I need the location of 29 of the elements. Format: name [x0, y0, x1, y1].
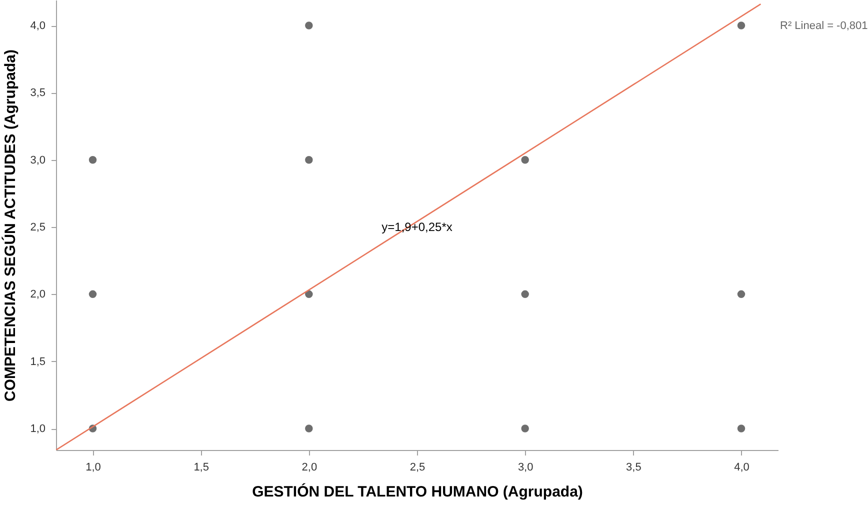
point	[88, 290, 97, 298]
x-tick-label: 3,0	[518, 462, 534, 474]
y-tick-label: 3,5	[30, 87, 46, 100]
x-tick-label: 2,0	[302, 462, 318, 474]
point	[521, 156, 529, 164]
point	[88, 156, 97, 164]
point	[305, 156, 313, 164]
point	[521, 424, 529, 432]
x-tick-label: 4,0	[734, 462, 750, 474]
text: R² Lineal = -0,801	[780, 20, 868, 32]
x-axis-title: GESTIÓN DEL TALENTO HUMANO (Agrupada)	[252, 482, 583, 500]
x-tick-label: 2,5	[410, 462, 426, 474]
y-tick-label: 1,0	[30, 423, 46, 436]
y-tick-label: 2,0	[30, 288, 46, 301]
x-tick-label: 1,0	[86, 462, 101, 474]
point	[737, 424, 746, 432]
point	[737, 22, 746, 30]
point	[305, 290, 313, 298]
point	[521, 290, 529, 298]
y-tick-label: 1,5	[30, 356, 46, 368]
y-tick-label: 2,5	[30, 222, 46, 234]
x-tick-label: 1,5	[194, 462, 209, 474]
point	[305, 22, 313, 30]
x-tick-label: 3,5	[626, 462, 642, 474]
y-tick-label: 3,0	[30, 154, 46, 166]
point	[737, 290, 746, 298]
point	[305, 424, 313, 432]
y-tick-label: 4,0	[30, 20, 46, 32]
y-axis-title: COMPETENCIAS SEGÚN ACTITUDES (Agrupada)	[1, 50, 20, 402]
